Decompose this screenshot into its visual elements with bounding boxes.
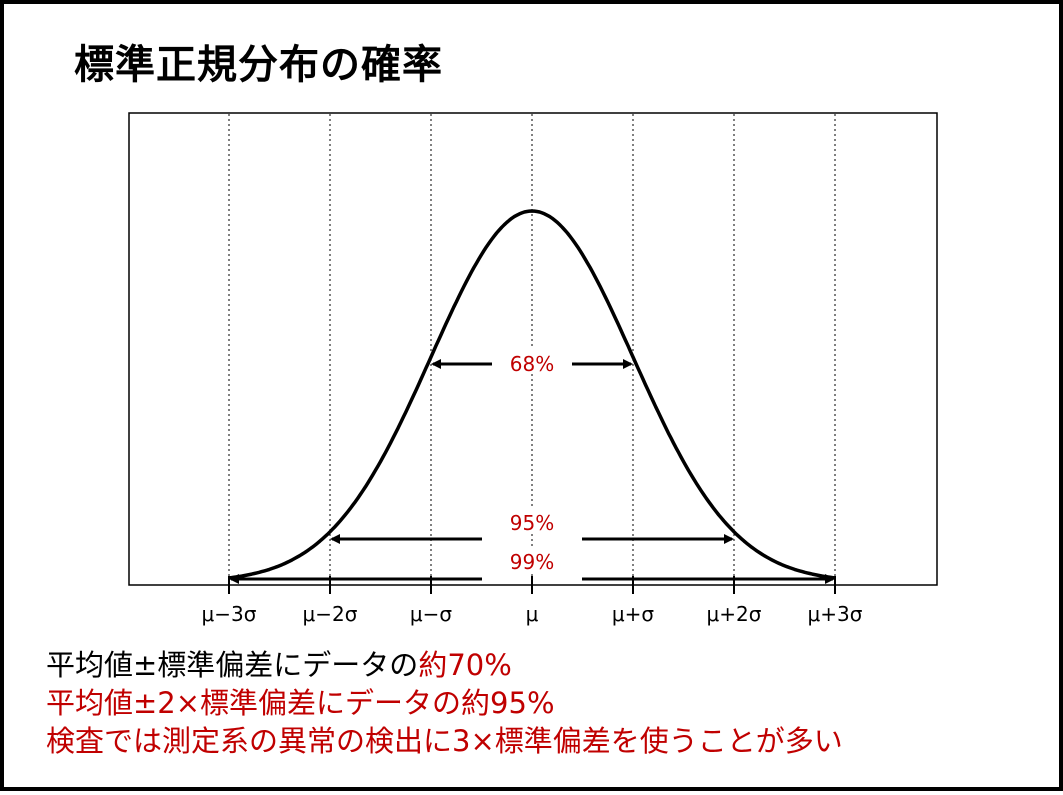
note-1-text: 平均値±標準偏差にデータの bbox=[46, 648, 419, 682]
normal-distribution-chart: 68% 95% 99% μ−3σ μ−2σ μ−σ μ μ+σ μ+2σ μ+3σ bbox=[128, 112, 938, 626]
interval-label-bg bbox=[486, 546, 578, 572]
note-2: 平均値±2×標準偏差にデータの約95% bbox=[46, 684, 843, 722]
notes: 平均値±標準偏差にデータの約70% 平均値±2×標準偏差にデータの約95% 検査… bbox=[46, 646, 843, 760]
tick-label: μ+σ bbox=[612, 602, 654, 626]
note-1: 平均値±標準偏差にデータの約70% bbox=[46, 646, 843, 684]
interval-label: 95% bbox=[510, 511, 554, 535]
tick-label: μ−2σ bbox=[303, 602, 358, 626]
grid-lines bbox=[228, 114, 836, 584]
note-2-highlight: 平均値±2×標準偏差にデータの約95% bbox=[46, 686, 555, 720]
page-title: 標準正規分布の確率 bbox=[74, 42, 443, 88]
note-3-highlight: 検査では測定系の異常の検出に3×標準偏差を使うことが多い bbox=[46, 724, 843, 758]
note-3: 検査では測定系の異常の検出に3×標準偏差を使うことが多い bbox=[46, 722, 843, 760]
normal-curve bbox=[228, 209, 836, 580]
note-1-highlight: 約70% bbox=[418, 648, 512, 682]
tick-label: μ bbox=[526, 602, 539, 626]
tick-labels: μ−3σ μ−2σ μ−σ μ μ+σ μ+2σ μ+3σ bbox=[202, 602, 863, 626]
interval-label: 99% bbox=[510, 550, 554, 574]
tick-label: μ+3σ bbox=[808, 602, 863, 626]
interval-label: 68% bbox=[510, 352, 554, 376]
tick-label: μ+2σ bbox=[707, 602, 762, 626]
interval-label-bg bbox=[496, 348, 568, 374]
interval-arrows: 68% 95% 99% bbox=[229, 348, 835, 584]
interval-label-bg bbox=[486, 507, 578, 533]
tick-label: μ−3σ bbox=[202, 602, 257, 626]
tick-label: μ−σ bbox=[410, 602, 452, 626]
